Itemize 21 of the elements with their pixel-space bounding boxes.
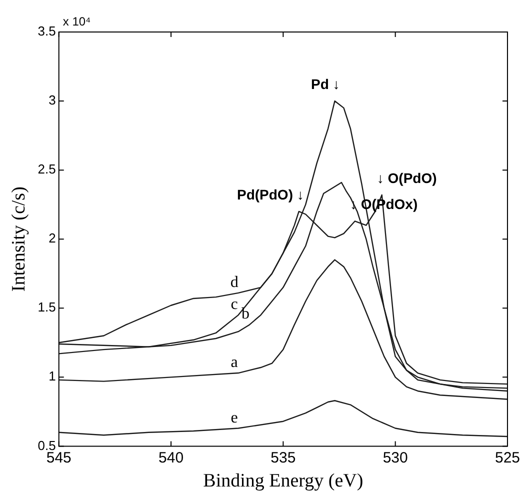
annotation: d [230, 274, 238, 291]
y-tick-label: 1 [48, 368, 56, 384]
x-tick-label: 530 [382, 449, 408, 466]
x-tick-label: 535 [270, 449, 296, 466]
annotation: b [242, 306, 250, 323]
x-tick-label: 525 [494, 449, 520, 466]
annotation: ↓ O(PdO) [376, 170, 437, 186]
annotation: e [230, 409, 238, 426]
y-axis-title: Intensity (c/s) [8, 186, 30, 292]
x-tick-label: 540 [158, 449, 184, 466]
y-tick-label: 2 [48, 230, 56, 246]
y-tick-label: 1.5 [38, 300, 56, 315]
y-tick-label: 3 [48, 92, 56, 108]
y-tick-label: 3.5 [38, 24, 56, 39]
text: x 10⁴ [62, 14, 91, 28]
annotation: Pd ↓ [310, 76, 340, 92]
annotation: a [230, 354, 238, 372]
annotation: c [230, 296, 238, 314]
x-axis-title: Binding Energy (eV) [203, 470, 364, 492]
annotation: Pd(PdO) ↓ [236, 186, 304, 202]
y-tick-label: 2.5 [38, 162, 56, 177]
